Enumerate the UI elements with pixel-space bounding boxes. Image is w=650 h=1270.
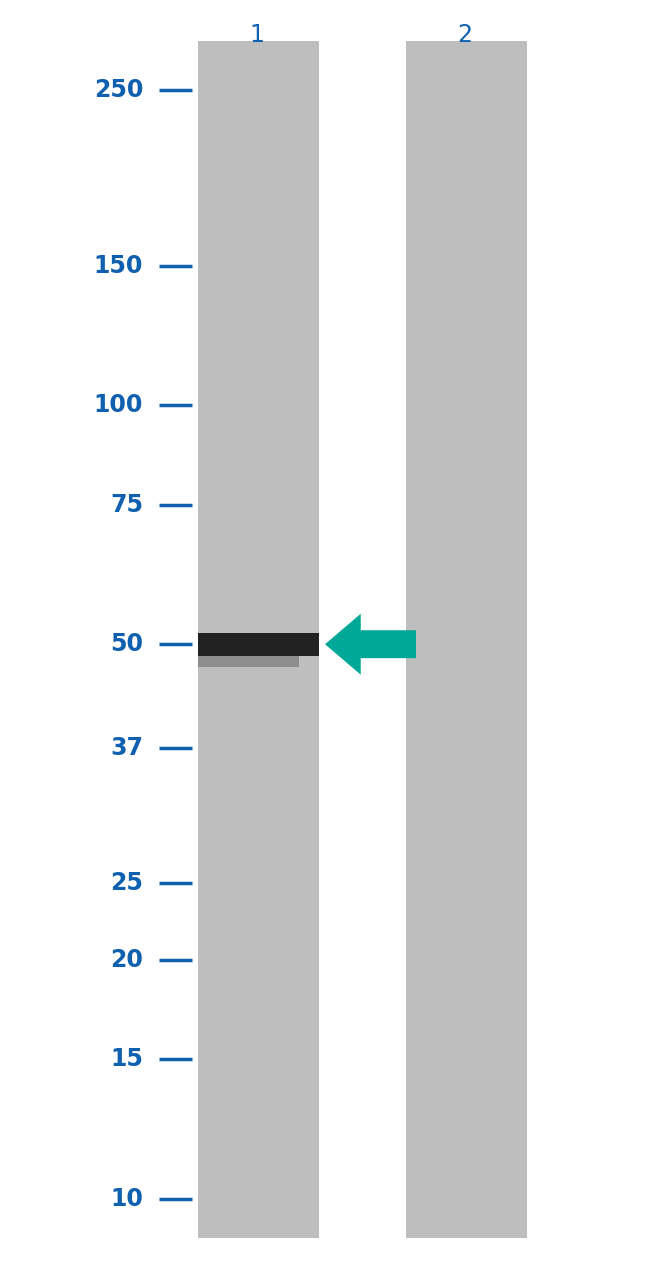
Text: 25: 25 (110, 871, 143, 895)
Text: 37: 37 (110, 735, 143, 759)
Bar (406, 41, 526, 1238)
Text: 2: 2 (457, 23, 473, 47)
Text: 50: 50 (110, 632, 143, 657)
Text: 150: 150 (94, 254, 143, 278)
Bar (198, 41, 318, 1238)
Text: 250: 250 (94, 77, 143, 102)
Text: 100: 100 (94, 394, 143, 418)
Bar (198, 632, 318, 655)
Text: 1: 1 (250, 23, 264, 47)
Text: 75: 75 (110, 493, 143, 517)
Text: 10: 10 (110, 1186, 143, 1210)
Bar (198, 655, 299, 667)
FancyArrow shape (325, 613, 416, 674)
Text: 15: 15 (110, 1046, 143, 1071)
Text: 20: 20 (110, 947, 143, 972)
